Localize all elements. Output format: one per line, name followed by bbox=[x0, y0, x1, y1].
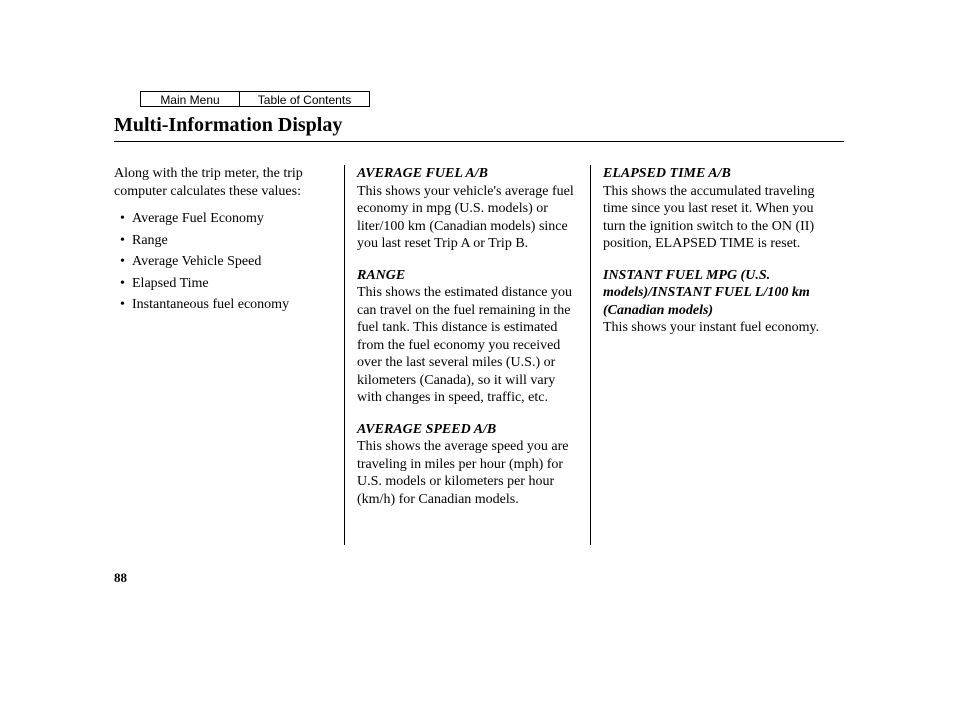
table-of-contents-button[interactable]: Table of Contents bbox=[240, 91, 370, 107]
page-title: Multi-Information Display bbox=[114, 114, 342, 136]
section-instant-fuel: INSTANT FUEL MPG (U.S. models)/INSTANT F… bbox=[603, 267, 824, 337]
list-item: Elapsed Time bbox=[120, 275, 332, 293]
nav-button-bar: Main Menu Table of Contents bbox=[140, 91, 370, 107]
section-body: This shows the average speed you are tra… bbox=[357, 439, 568, 507]
list-item: Average Fuel Economy bbox=[120, 210, 332, 228]
intro-text: Along with the trip meter, the trip comp… bbox=[114, 165, 332, 200]
title-bar: Multi-Information Display bbox=[114, 114, 844, 142]
section-average-speed: AVERAGE SPEED A/B This shows the average… bbox=[357, 421, 578, 509]
section-body: This shows the accumulated traveling tim… bbox=[603, 184, 815, 252]
values-list: Average Fuel Economy Range Average Vehic… bbox=[120, 210, 332, 314]
main-menu-button[interactable]: Main Menu bbox=[140, 91, 240, 107]
section-heading: AVERAGE SPEED A/B bbox=[357, 422, 496, 437]
section-body: This shows the estimated distance you ca… bbox=[357, 285, 572, 405]
section-range: RANGE This shows the estimated distance … bbox=[357, 267, 578, 407]
column-3: ELAPSED TIME A/B This shows the accumula… bbox=[590, 165, 836, 545]
list-item: Average Vehicle Speed bbox=[120, 253, 332, 271]
page-number: 88 bbox=[114, 570, 127, 586]
section-elapsed-time: ELAPSED TIME A/B This shows the accumula… bbox=[603, 165, 824, 253]
section-heading: RANGE bbox=[357, 268, 405, 283]
section-heading: INSTANT FUEL MPG (U.S. models)/INSTANT F… bbox=[603, 268, 810, 318]
section-body: This shows your vehicle's average fuel e… bbox=[357, 184, 574, 252]
section-body: This shows your instant fuel economy. bbox=[603, 320, 819, 335]
column-2: AVERAGE FUEL A/B This shows your vehicle… bbox=[344, 165, 590, 545]
manual-page: Main Menu Table of Contents Multi-Inform… bbox=[0, 0, 954, 710]
list-item: Instantaneous fuel economy bbox=[120, 296, 332, 314]
column-1: Along with the trip meter, the trip comp… bbox=[114, 165, 344, 545]
section-average-fuel: AVERAGE FUEL A/B This shows your vehicle… bbox=[357, 165, 578, 253]
content-columns: Along with the trip meter, the trip comp… bbox=[114, 165, 844, 545]
list-item: Range bbox=[120, 232, 332, 250]
section-heading: ELAPSED TIME A/B bbox=[603, 166, 731, 181]
section-heading: AVERAGE FUEL A/B bbox=[357, 166, 488, 181]
